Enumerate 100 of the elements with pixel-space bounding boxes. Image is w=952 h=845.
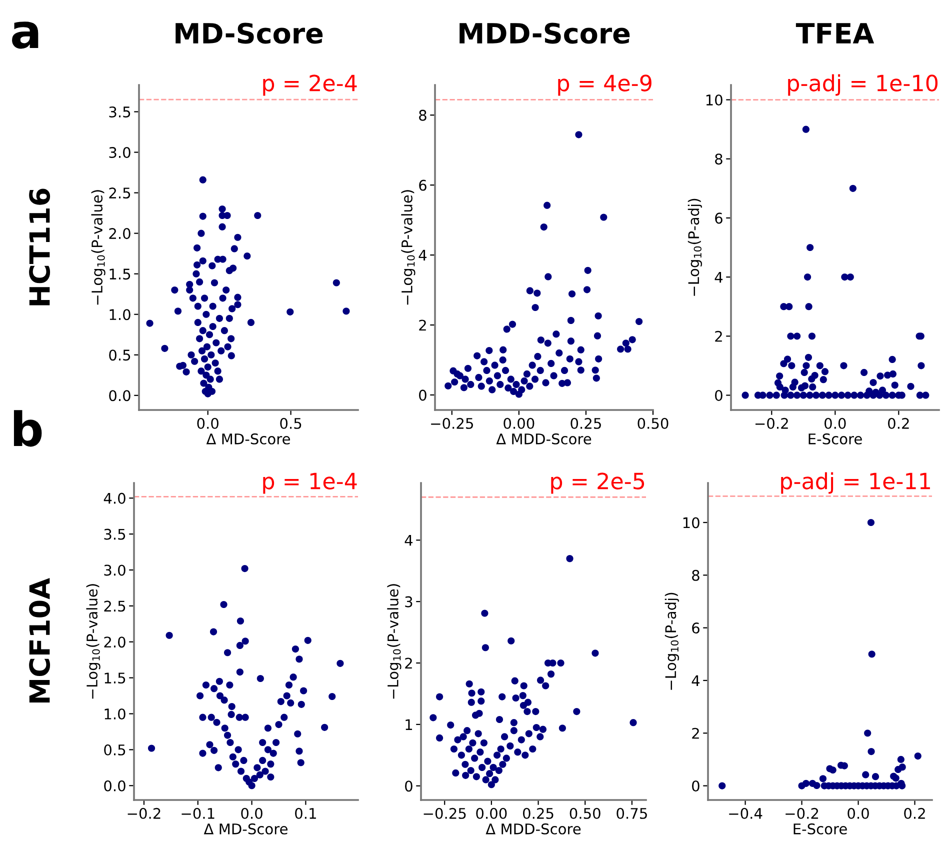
point [898,782,906,790]
x-tick-label: 0.2 [904,808,925,819]
y-tick-label: 2.0 [104,636,126,648]
y-tick-label: 4.0 [104,492,126,504]
point [718,782,726,790]
x-tick-label: 0.00 [504,418,534,429]
y-tick-label: 0.0 [109,390,130,402]
x-tick-label: 0.0 [824,418,846,429]
x-tick-label: 0.1 [295,808,316,819]
x-tick-label: −0.1 [182,808,214,819]
text: a [12,22,38,49]
text: HCT116 [29,188,50,306]
x-tick-label: 0.50 [570,808,600,819]
x-tick-label: 0.00 [476,808,507,819]
x-axis-title: E-Score [808,433,862,444]
y-tick-label: 4 [404,535,413,546]
point [862,771,870,778]
x-tick-label: 0.5 [280,418,302,429]
y-tick-label: 2.0 [109,228,130,240]
y-tick-label: 2 [405,658,412,669]
y-tick-label: 6 [715,212,722,224]
y-tick-label: 6 [692,622,700,634]
y-tick-label: 0 [692,780,700,792]
x-tick-label: 0.25 [570,418,601,429]
y-axis-title: −Log$_{10}$(P-value) [86,584,100,699]
y-tick-label: 0.0 [104,780,126,792]
annotation: p = 2e-4 [263,74,357,96]
y-tick-label: 6 [419,180,426,191]
y-tick-label: 4 [714,272,723,283]
point [867,518,875,526]
y-tick-label: 0.5 [104,744,126,756]
y-axis-title: −Log$_{10}$(P-value) [91,190,106,305]
x-tick-label: −0.25 [431,418,473,429]
x-tick-label: 0.50 [638,418,668,429]
text: b [14,410,42,447]
y-tick-label: 4 [692,675,700,686]
y-tick-label: 3.5 [104,528,126,540]
x-tick-label: −0.25 [424,808,466,819]
point [868,650,876,658]
y-axis-title: −Log$_{10}$(P-adj) [664,592,679,690]
x-tick-label: 0.75 [616,808,647,819]
y-tick-label: 10 [683,517,700,528]
y-tick-label: 0.5 [109,350,130,361]
annotation: p = 4e-9 [558,74,652,96]
y-axis-title: −Log$_{10}$(P-adj) [688,198,702,296]
annotation: p-adj = 1e-11 [781,472,930,494]
y-tick-label: 1.0 [104,708,126,720]
x-tick-label: 0.0 [241,808,262,819]
x-axis-title: Δ MDD-Score [486,823,581,834]
y-tick-label: 8 [715,154,722,165]
x-tick-label: 0.0 [848,808,869,819]
point [864,730,872,737]
x-tick-label: −0.4 [729,808,762,819]
y-tick-label: 3.0 [109,146,130,158]
y-tick-label: 2 [692,728,699,739]
y-tick-label: 0 [419,390,426,401]
x-tick-label: 0.0 [197,418,218,429]
y-tick-label: 10 [706,94,722,106]
annotation: p = 1e-4 [263,472,357,494]
y-tick-label: 1.5 [104,672,126,684]
chart-title: TFEA [796,23,874,44]
text: MCF10A [29,578,50,703]
x-tick-label: −0.2 [128,808,160,819]
y-tick-label: 8 [419,110,426,121]
x-axis-title: E-Score [794,823,847,834]
x-tick-label: 0.25 [523,808,554,819]
chart-title: MD-Score [176,22,323,44]
point [868,748,875,756]
x-tick-label: −0.2 [786,808,818,819]
point [798,782,806,790]
chart-title: MDD-Score [460,22,630,44]
x-axis-title: Δ MD-Score [206,433,290,444]
y-tick-label: 3 [405,596,412,608]
point [897,756,904,763]
annotation: p = 2e-5 [551,472,644,494]
y-tick-label: 4 [418,250,427,261]
point [829,766,836,774]
point [914,752,922,760]
y-tick-label: 1.5 [110,268,130,280]
y-axis-title: −Log$_{10}$(P-value) [387,584,402,699]
y-tick-label: 1.0 [110,309,130,320]
x-axis-title: Δ MD-Score [204,823,288,834]
point [819,775,827,782]
y-tick-label: 2 [715,330,722,342]
point [894,766,902,773]
x-tick-label: −0.2 [755,418,788,429]
y-tick-label: 3.5 [109,106,130,118]
y-tick-label: 3.0 [104,564,126,576]
y-tick-label: 1 [406,719,412,730]
y-tick-label: 2.5 [104,600,126,612]
y-axis-title: −Log$_{10}$(P-value) [401,190,416,305]
y-tick-label: 0 [405,780,412,792]
y-tick-label: 8 [692,570,700,581]
annotation: p-adj = 1e-10 [788,74,938,96]
point [872,773,880,780]
y-tick-label: 0 [715,390,722,401]
point [813,782,820,790]
x-axis-title: Δ MDD-Score [496,433,592,444]
y-tick-label: 2 [419,320,426,331]
x-tick-label: 0.2 [888,418,909,429]
